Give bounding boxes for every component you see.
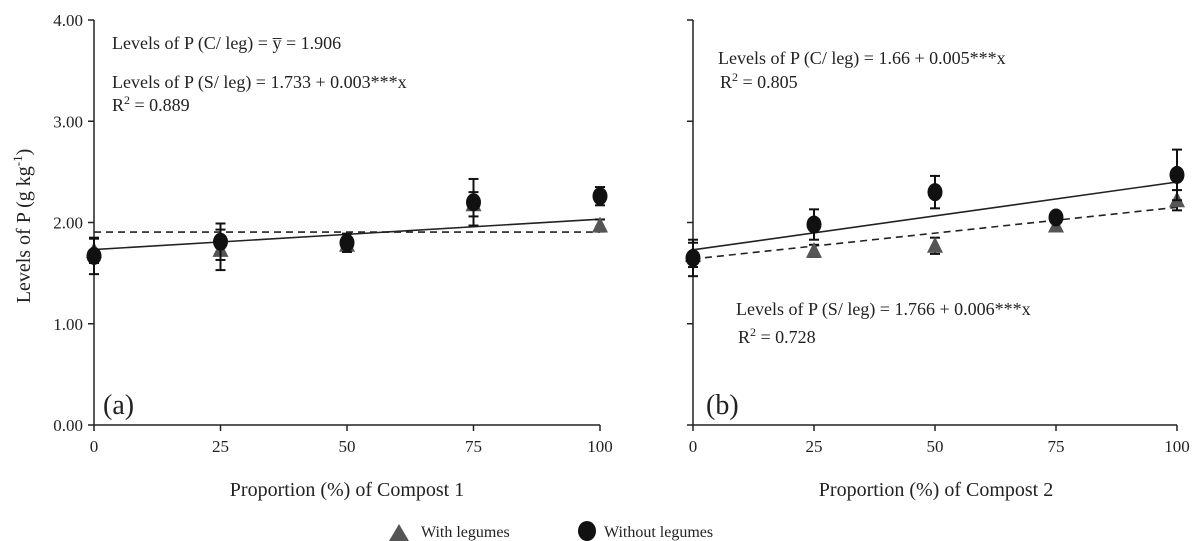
panel-a-x-tick-label: 100 <box>587 437 613 456</box>
panel-b-r-squared-c-leg-sup: 2 <box>732 70 738 84</box>
panel-b-point-without-legumes <box>927 183 943 202</box>
panel-b-x-tick-label: 25 <box>806 437 823 456</box>
panel-a-label: (a) <box>103 390 134 421</box>
legend-label-without-legumes: Without legumes <box>604 524 713 541</box>
panel-a-x-axis-title: Proportion (%) of Compost 1 <box>230 479 464 501</box>
legend: With legumes Without legumes <box>389 521 713 541</box>
panel-a-point-with-legumes <box>592 216 608 233</box>
panel-b-x-axis-title: Proportion (%) of Compost 2 <box>819 479 1053 501</box>
panel-a-r-squared-sup: 2 <box>124 93 130 107</box>
panel-a-point-without-legumes <box>86 246 102 265</box>
panel-b-label: (b) <box>706 390 739 421</box>
panel-b-point-without-legumes <box>806 215 822 234</box>
panel-a-point-without-legumes <box>466 193 481 212</box>
panel-a-y-tick-label: 1.00 <box>53 315 83 334</box>
y-axis-title-main: Levels of P (g kg <box>13 166 35 303</box>
panel-b-fit-line-with-legumes <box>692 206 1178 260</box>
panel-b-x-tick-label: 50 <box>927 437 944 456</box>
panel-b-r-squared-c-leg: R2 = 0.805 <box>720 70 798 92</box>
panel-a-equation-s-leg: Levels of P (S/ leg) = 1.733 + 0.003***x <box>112 72 407 93</box>
panel-b-x-tick-label: 75 <box>1048 437 1065 456</box>
panel-a-x-tick-label: 75 <box>465 437 482 456</box>
legend-label-with-legumes: With legumes <box>421 524 510 541</box>
panel-a-equation-c-leg: Levels of P (C/ leg) = y̅ = 1.906 <box>112 33 341 54</box>
panel-b-r-squared-s-leg-post: = 0.728 <box>756 327 816 347</box>
panel-a-y-tick-label: 2.00 <box>53 214 83 233</box>
panel-a-y-tick-label: 4.00 <box>53 11 83 30</box>
panel-a-x-tick-label: 25 <box>212 437 229 456</box>
panel-b-point-without-legumes <box>1169 165 1185 184</box>
panel-a-x-tick-label: 50 <box>339 437 356 456</box>
panel-b-r-squared-c-leg-pre: R <box>720 72 732 92</box>
panel-b-equation-s-leg: Levels of P (S/ leg) = 1.766 + 0.006***x <box>736 299 1031 320</box>
panel-b-x-tick-label: 0 <box>689 437 698 456</box>
panel-b-fit-line-without-legumes <box>692 181 1178 251</box>
panel-a-y-tick-label: 3.00 <box>53 112 83 131</box>
panel-a-r-squared: R2 = 0.889 <box>112 93 190 115</box>
panel-b-point-with-legumes <box>806 241 822 258</box>
panel-b-r-squared-c-leg-post: = 0.805 <box>738 72 798 92</box>
y-axis-title: Levels of P (g kg-1) <box>10 149 35 304</box>
legend-circle-marker <box>578 521 596 541</box>
panel-b-point-without-legumes <box>1048 208 1064 227</box>
panel-b-point-with-legumes <box>927 236 943 253</box>
y-axis-title-sup: -1 <box>10 155 25 166</box>
panel-a-point-without-legumes <box>339 233 355 252</box>
panel-a-y-tick-label: 0.00 <box>53 416 83 435</box>
panel-b-r-squared-s-leg-sup: 2 <box>750 325 756 339</box>
y-axis-title-tail: ) <box>13 149 35 156</box>
panel-b-x-tick-label: 100 <box>1164 437 1190 456</box>
panel-b-r-squared-s-leg: R2 = 0.728 <box>738 325 816 347</box>
panel-a-point-without-legumes <box>592 187 608 206</box>
panel-a-point-without-legumes <box>213 232 228 251</box>
panel-b-r-squared-s-leg-pre: R <box>738 327 750 347</box>
panel-b-equation-c-leg: Levels of P (C/ leg) = 1.66 + 0.005***x <box>718 48 1006 69</box>
panel-a-r-squared-pre: R <box>112 95 124 115</box>
panel-a-x-tick-label: 0 <box>90 437 99 456</box>
panel-a-r-squared-post: = 0.889 <box>130 95 190 115</box>
panel-b-point-without-legumes <box>685 248 701 267</box>
legend-triangle-marker <box>389 524 409 541</box>
